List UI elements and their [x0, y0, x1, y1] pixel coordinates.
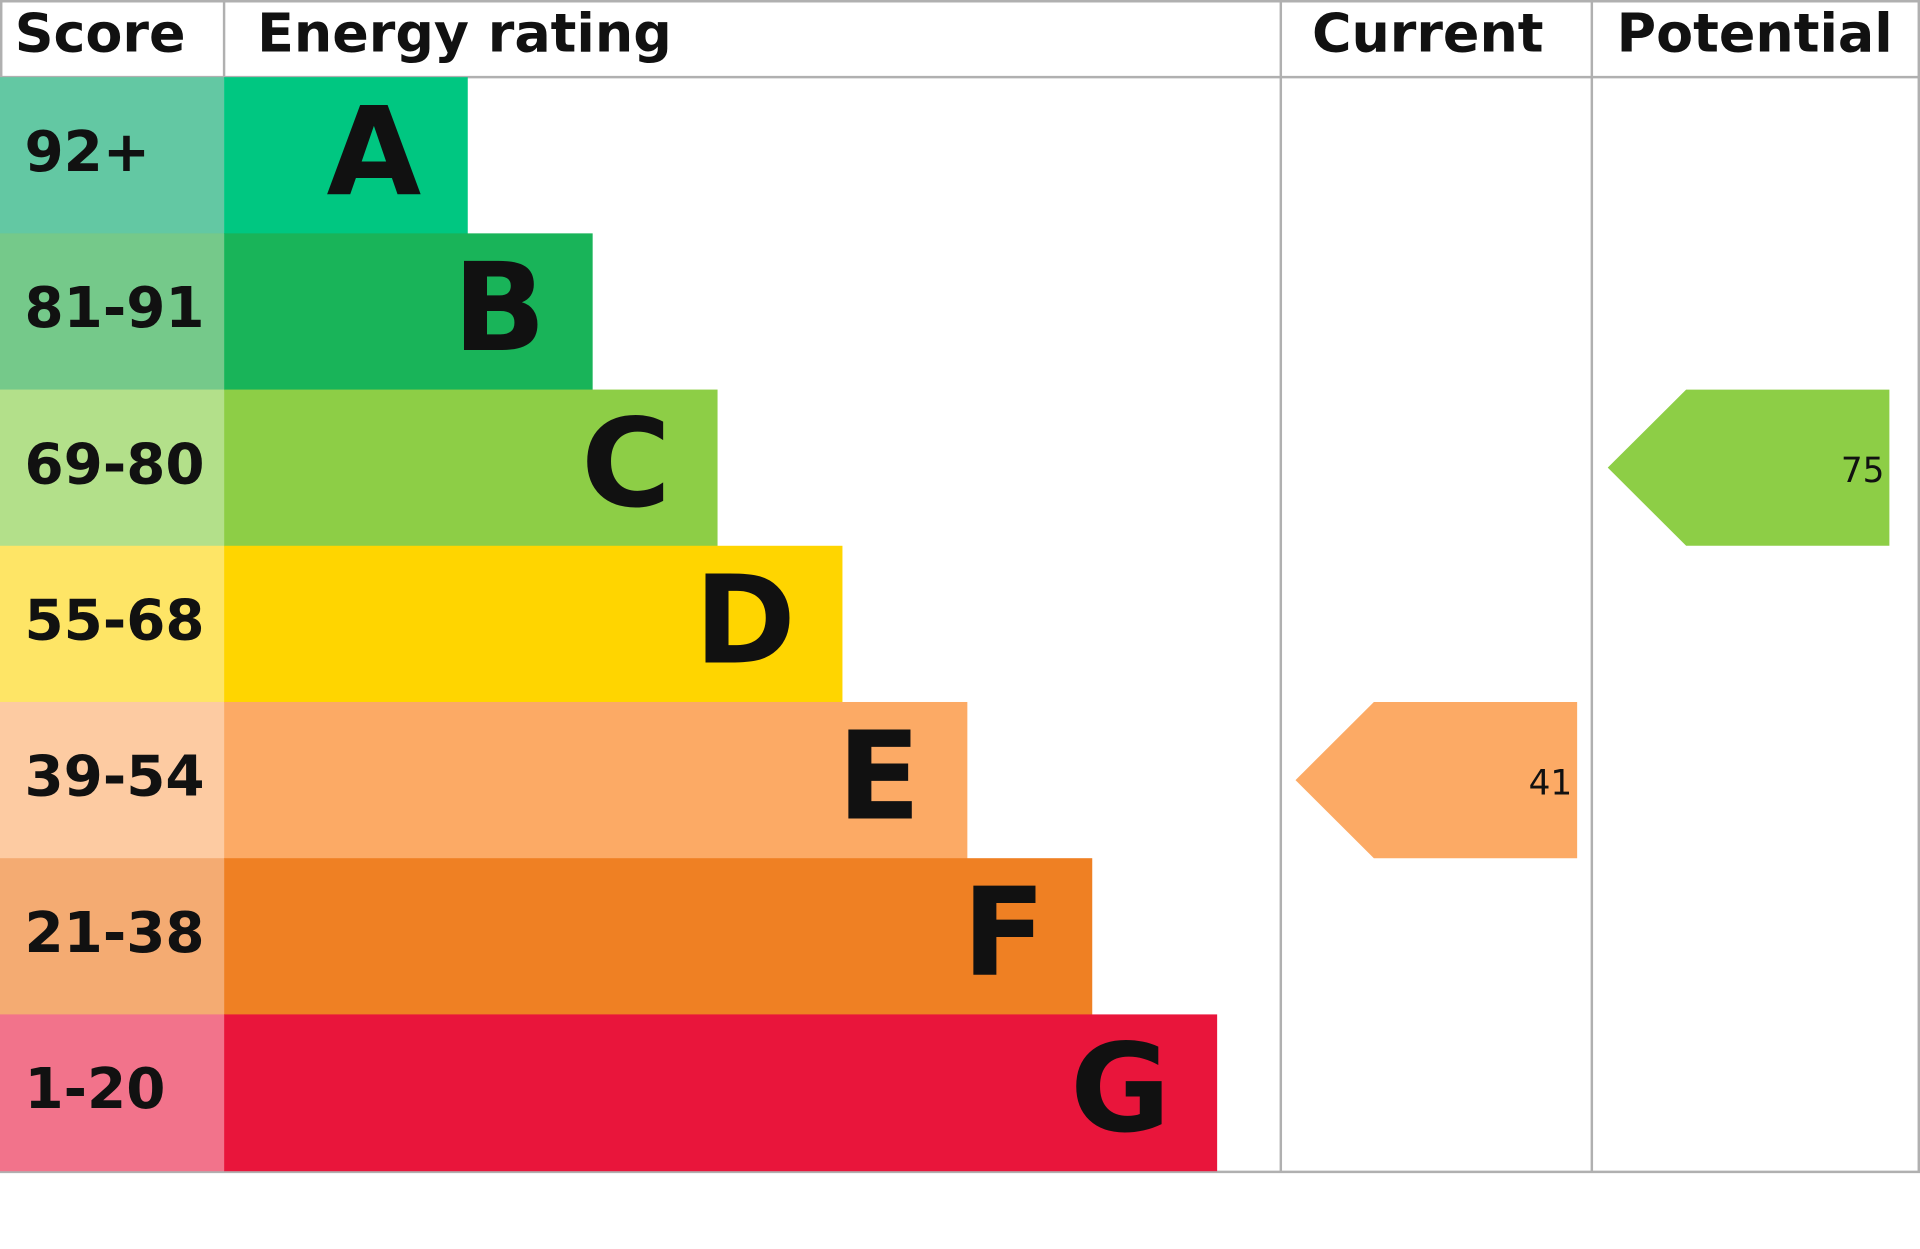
- potential-arrow: [1607, 389, 1890, 546]
- score-cell: [0, 1014, 225, 1172]
- score-label: 92+: [24, 120, 150, 185]
- rating-bar: [224, 1014, 1218, 1172]
- score-label: 39-54: [24, 745, 204, 810]
- column-header: Potential: [1617, 1, 1893, 64]
- rating-letter: G: [1070, 1017, 1171, 1160]
- rating-letter: B: [453, 236, 546, 379]
- rating-letter: C: [581, 392, 671, 535]
- score-cell: [0, 389, 225, 547]
- score-label: 55-68: [24, 589, 204, 654]
- current-arrow: [1295, 701, 1578, 859]
- potential-value: 75: [1841, 451, 1885, 491]
- rating-bar: [224, 858, 1093, 1016]
- score-label: 81-91: [24, 276, 204, 341]
- rating-bar: [224, 701, 968, 859]
- column-header: Current: [1312, 1, 1544, 64]
- rating-letter: E: [837, 705, 921, 848]
- score-cell: [0, 701, 225, 859]
- score-cell: [0, 77, 225, 234]
- score-label: 21-38: [24, 901, 204, 966]
- rating-letter: D: [694, 548, 796, 691]
- rating-bar: [224, 77, 468, 234]
- rating-letter: A: [326, 80, 421, 223]
- rating-bar: [224, 233, 593, 391]
- column-header: Energy rating: [257, 1, 672, 64]
- rating-bar: [224, 545, 843, 703]
- rating-bar: [224, 389, 718, 547]
- score-label: 69-80: [24, 432, 204, 497]
- current-value: 41: [1529, 763, 1573, 803]
- column-header: Score: [15, 1, 186, 64]
- score-cell: [0, 545, 225, 703]
- score-cell: [0, 858, 225, 1016]
- score-cell: [0, 233, 225, 391]
- score-label: 1-20: [24, 1057, 165, 1122]
- rating-letter: F: [962, 861, 1046, 1004]
